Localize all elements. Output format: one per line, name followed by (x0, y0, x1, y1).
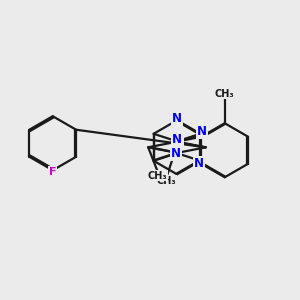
Text: N: N (197, 125, 207, 138)
Text: N: N (171, 147, 181, 160)
Text: N: N (172, 133, 182, 146)
Text: N: N (194, 157, 204, 170)
Text: CH₃: CH₃ (157, 176, 176, 186)
Text: CH₃: CH₃ (148, 171, 167, 181)
Text: F: F (49, 167, 56, 177)
Text: N: N (172, 112, 182, 125)
Text: N: N (173, 133, 183, 146)
Text: CH₃: CH₃ (215, 88, 235, 98)
